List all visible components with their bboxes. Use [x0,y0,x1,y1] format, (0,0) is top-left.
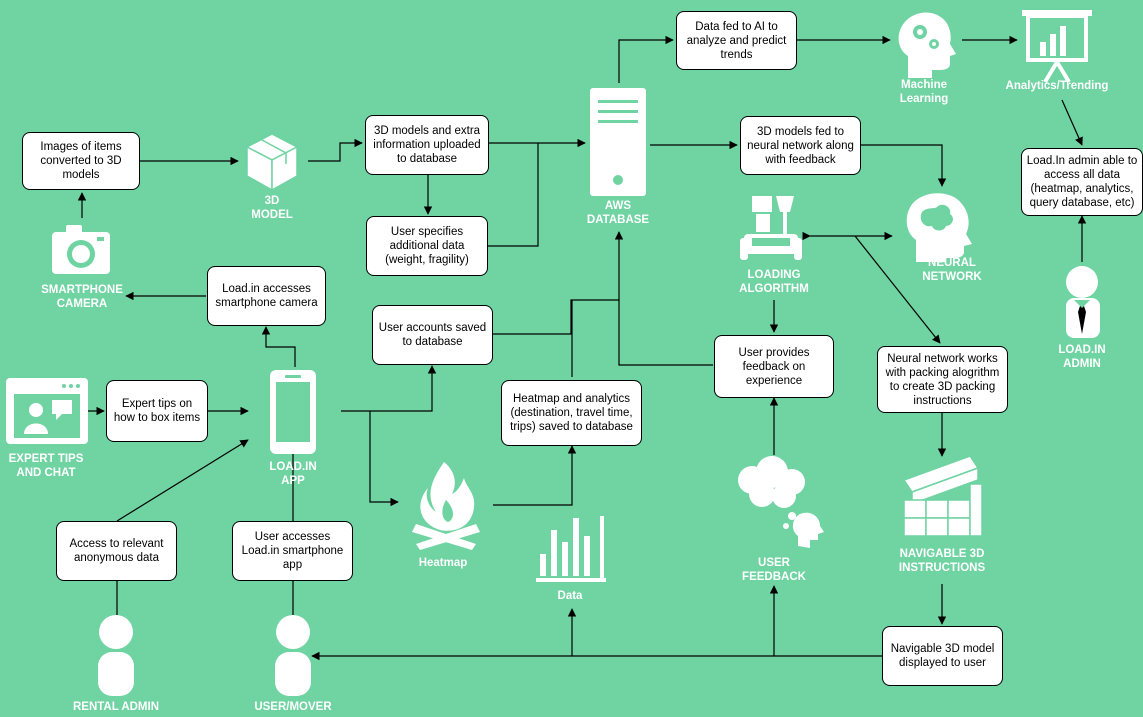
presentation-chart-icon [1022,10,1092,84]
line-specifies-to-aws [488,143,539,247]
arrow-rental-to-app [116,439,249,522]
smartphone-icon [270,370,316,454]
user-specifies-box: User specifies additional data (weight, … [366,216,488,276]
arrow-analytics-to-admin [1061,99,1083,146]
heatmap-label: Heatmap [418,557,468,569]
person-icon [98,615,134,696]
person-icon [275,615,311,696]
feedback-experience-box: User provides feedback on experience [714,335,834,398]
loadin-admin-label: LOAD.IN ADMIN [1058,344,1106,370]
arrow-aws-to-ai [618,35,674,83]
rental-admin-label: RENTAL ADMIN [72,701,160,713]
line-feedback-to-aws [618,300,713,366]
user-feedback-label: USER FEEDBACK [742,557,806,583]
arrow-app-to-heatmap [369,411,399,507]
model-displayed-box: Navigable 3D model displayed to user [882,626,1003,686]
user-mover-label: USER/MOVER [254,701,332,713]
loading-algorithm-label: LOADING ALGORITHM [739,269,809,295]
arrow-accounts-to-aws [493,231,624,335]
aws-database-label: AWS DATABASE [586,200,650,226]
analytics-trending-label: Analytics/Trending [1005,80,1109,92]
info-uploaded-box: 3D models and extra information uploaded… [365,115,489,175]
flame-icon [412,462,480,550]
bar-chart-icon [536,516,606,582]
head-gears-icon [898,12,956,79]
server-icon [590,88,646,196]
stacked-boxes-icon [902,455,983,537]
accounts-saved-box: User accounts saved to database [372,305,493,365]
camera-access-box: Load.in accesses smartphone camera [207,266,326,326]
thought-cloud-icon [738,456,824,548]
data-label: Data [557,590,583,602]
user-accesses-box: User accesses Load.in smartphone app [232,521,353,581]
arrow-app-to-camera-box [261,326,296,367]
heatmap-saved-box: Heatmap and analytics (destination, trav… [501,380,642,446]
arrow-app-to-accounts [341,365,437,412]
cube-box-icon [245,133,299,192]
arrow-model-to-upload [308,138,363,162]
admin-access-box: Load.In admin able to access all data (h… [1021,148,1143,216]
nn-packing-box: Neural network works with packing alogri… [877,346,1008,413]
fed-to-nn-box: 3D models fed to neural network along wi… [740,116,861,175]
arrow-heatmap-to-saved [493,445,577,506]
navigable-instructions-label: NAVIGABLE 3D INSTRUCTIONS [898,548,986,574]
brain-head-icon [906,193,972,262]
video-chat-icon [6,378,88,444]
images-converted-box: Images of items converted to 3D models [22,132,140,190]
connectors [77,35,1087,661]
loadin-app-label: LOAD.IN APP [269,461,317,487]
ai-predict-box: Data fed to AI to analyze and predict tr… [676,11,797,70]
machine-learning-label: Machine Learning [899,79,949,105]
arrow-nn-box-to-brain [861,144,947,187]
relevant-data-box: Access to relevant anonymous data [56,521,177,581]
arrow-algo-to-packing [854,235,941,344]
neural-network-label: NEURAL NETWORK [922,257,982,283]
expert-tips-chat-label: EXPERT TIPS AND CHAT [8,453,84,479]
camera-icon [52,225,110,274]
furniture-lamp-icon [740,196,802,260]
model-3d-label: 3D MODEL [251,195,293,221]
admin-person-icon [1066,266,1100,338]
smartphone-camera-label: SMARTPHONE CAMERA [41,284,123,310]
expert-tips-box: Expert tips on how to box items [106,380,208,442]
